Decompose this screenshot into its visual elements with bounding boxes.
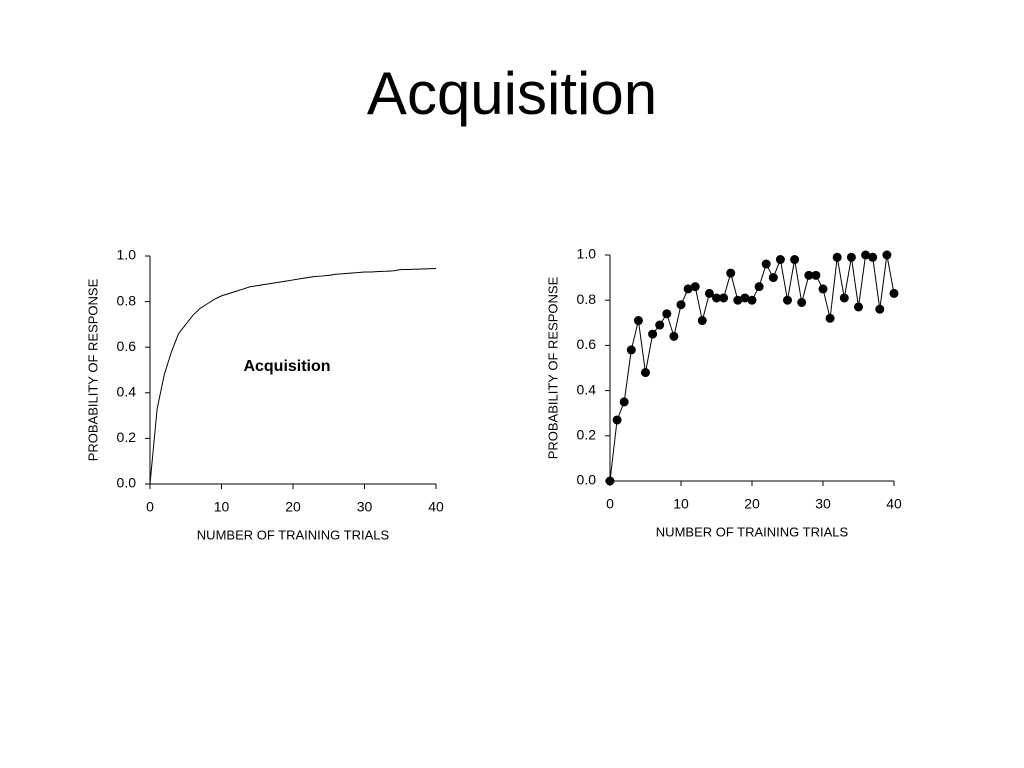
x-tick-label: 20	[744, 496, 760, 512]
point	[690, 282, 700, 292]
y-axis-label: PROBABILITY OF RESPONSE	[545, 276, 560, 459]
point	[733, 295, 743, 305]
x-tick-label: 30	[815, 496, 831, 512]
point	[719, 293, 729, 303]
point	[704, 288, 714, 298]
point	[605, 476, 615, 486]
point	[889, 288, 899, 298]
point	[882, 250, 892, 260]
y-tick-label: 0.2	[577, 427, 597, 443]
point	[783, 295, 792, 305]
point	[818, 284, 828, 294]
point	[832, 252, 842, 262]
point	[875, 304, 885, 314]
slide-title: Acquisition	[367, 60, 657, 127]
point	[825, 313, 835, 323]
point	[839, 293, 849, 303]
point	[740, 293, 750, 303]
point	[790, 255, 800, 265]
y-tick-label: 0.6	[577, 336, 597, 352]
x-axis-label: NUMBER OF TRAINING TRIALS	[197, 527, 390, 542]
point	[619, 397, 629, 407]
y-tick-label: 0.8	[577, 291, 597, 307]
x-tick-label: 0	[146, 499, 154, 515]
point	[804, 270, 814, 280]
x-tick-label: 10	[214, 499, 230, 515]
point	[712, 293, 721, 303]
point	[648, 329, 658, 339]
x-axis-label: NUMBER OF TRAINING TRIALS	[656, 524, 849, 539]
y-tick-label: 1.0	[577, 246, 597, 262]
line	[149, 268, 437, 485]
x-tick-label: 20	[285, 499, 301, 515]
point	[655, 320, 665, 330]
point	[868, 252, 878, 262]
point	[726, 268, 736, 278]
x-tick-label: 0	[606, 496, 614, 512]
annotation: Acquisition	[243, 358, 330, 375]
point	[676, 300, 686, 310]
point	[633, 316, 643, 326]
y-tick-label: 0.6	[117, 338, 137, 354]
point	[854, 302, 863, 312]
x-tick-label: 40	[886, 496, 902, 512]
point	[697, 316, 707, 326]
x-tick-label: 10	[673, 496, 689, 512]
point	[761, 259, 771, 269]
point	[797, 297, 807, 307]
y-tick-label: 0.4	[577, 381, 597, 397]
point	[768, 273, 778, 283]
y-tick-label: 1.0	[117, 247, 137, 263]
point	[669, 331, 679, 341]
point	[861, 250, 871, 260]
point	[846, 252, 856, 262]
x-tick-label: 40	[428, 499, 444, 515]
y-tick-label: 0.0	[577, 472, 597, 488]
point	[775, 255, 785, 265]
y-axis-label: PROBABILITY OF RESPONSE	[85, 278, 100, 461]
point	[662, 309, 672, 319]
y-tick-label: 0.2	[117, 429, 137, 445]
point	[683, 284, 693, 294]
point	[811, 270, 821, 280]
point	[754, 282, 764, 292]
point	[641, 368, 650, 378]
y-tick-label: 0.4	[117, 384, 137, 400]
y-tick-label: 0.8	[117, 292, 137, 308]
point	[612, 415, 622, 425]
point	[626, 345, 636, 355]
x-tick-label: 30	[357, 499, 373, 515]
point	[747, 295, 757, 305]
y-tick-label: 0.0	[117, 475, 137, 491]
